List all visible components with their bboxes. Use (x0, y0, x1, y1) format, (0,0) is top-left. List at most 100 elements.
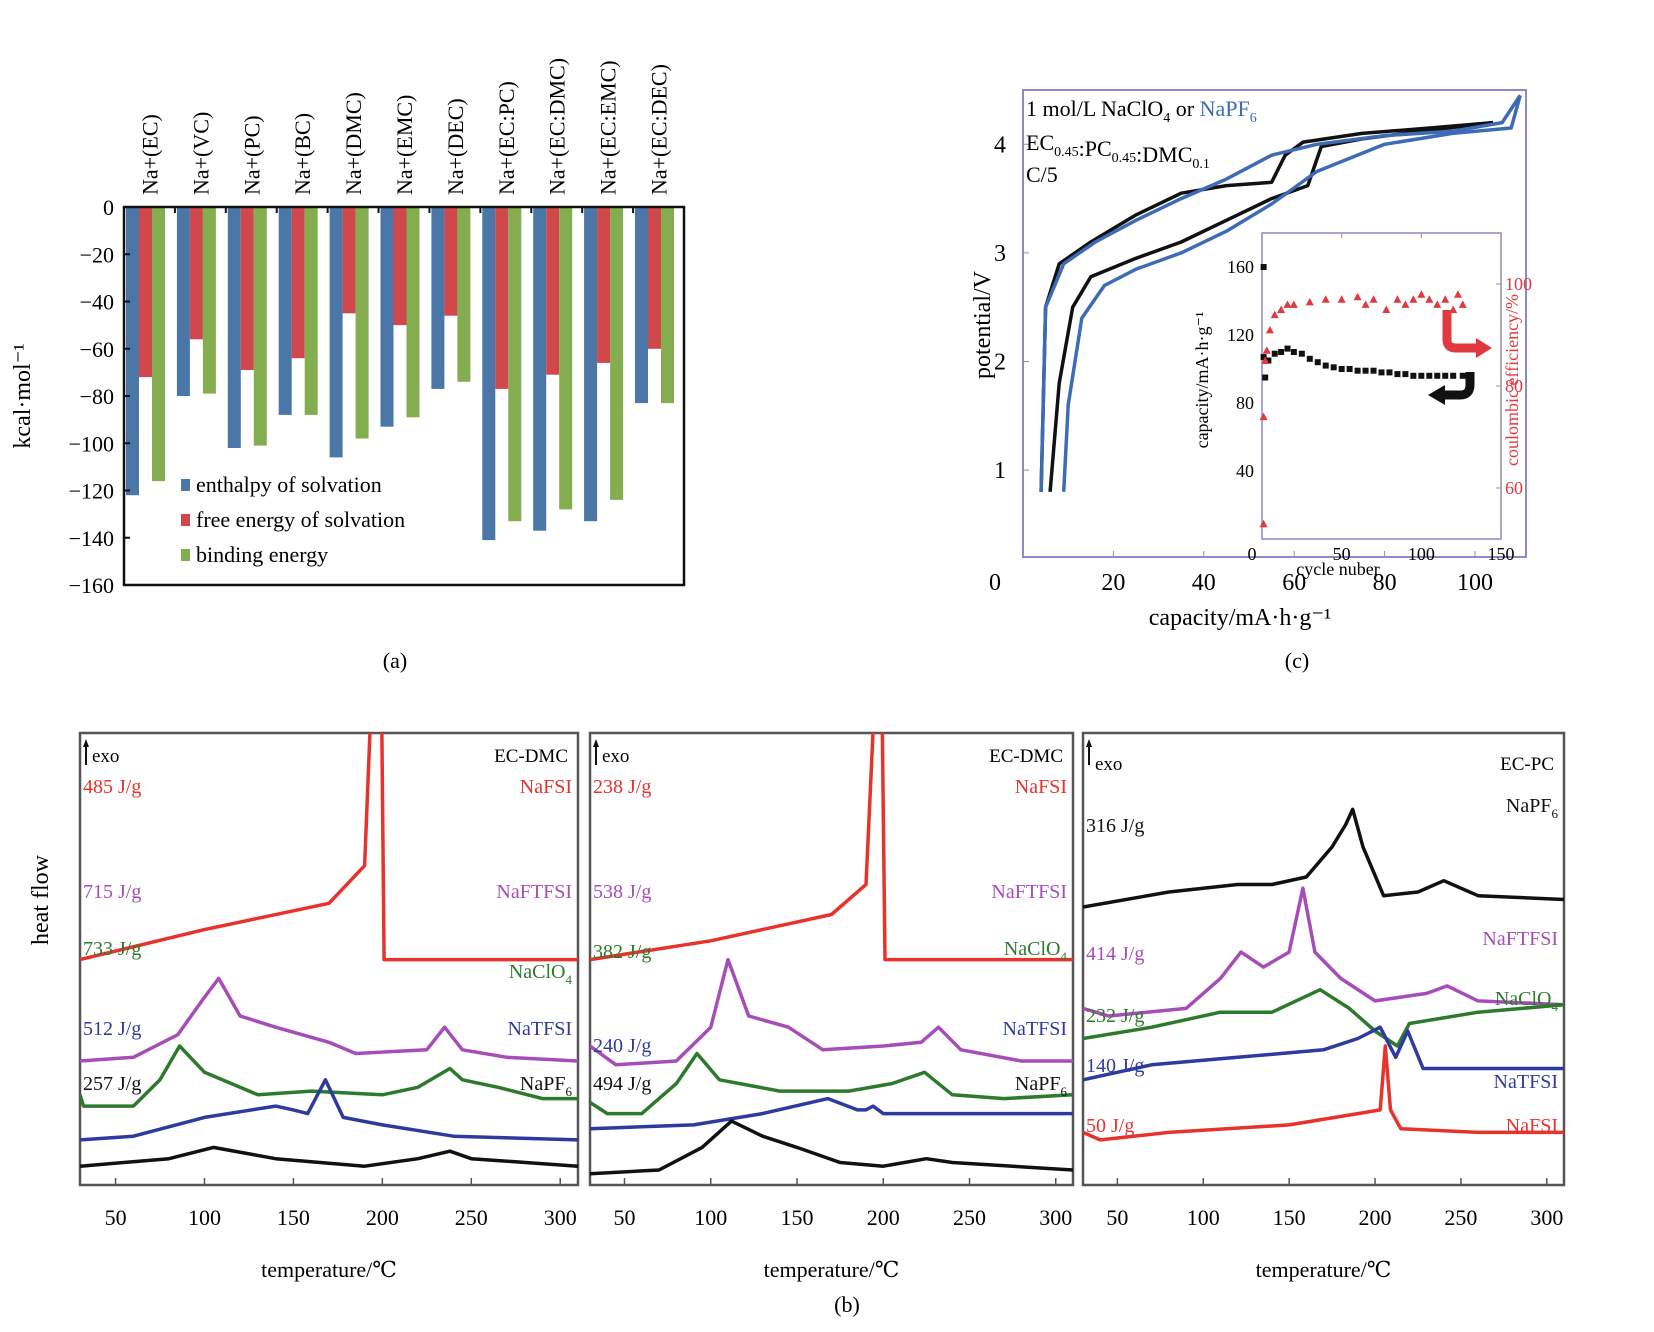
inset-x-label: cycle nuber (1296, 559, 1379, 579)
dsc-subplot-1: 485 J/g NaFSI 715 J/g NaFTFSI 733 J/g NaClO4 5… (78, 731, 580, 1282)
efficiency-point (1353, 292, 1362, 301)
x-tick-label: 80 (1373, 570, 1397, 596)
efficiency-point (1401, 300, 1410, 308)
bar-free-energy (342, 207, 356, 314)
electrolyte-annotation: 1 mol/L NaClO4 or NaPF6 EC0.45:PC0.45:DM… (1026, 96, 1257, 187)
capacity-point (1418, 372, 1425, 379)
bar-enthalpy (126, 207, 139, 496)
capacity-point (1278, 349, 1285, 355)
x-tick-label: 250 (1444, 1205, 1477, 1230)
capacity-point (1386, 369, 1393, 376)
capacity-point (1314, 359, 1321, 366)
bar-binding (508, 207, 522, 522)
dsc-curve-naclo4 (590, 1051, 1073, 1116)
category-label: Na+(EC:PC) (494, 81, 519, 195)
inset-y-right-label: coulombic efficiency/% (1502, 294, 1522, 466)
inset-x-tick-label: 0 (1248, 544, 1257, 564)
efficiency-point (1321, 295, 1330, 303)
category-label: Na+(VC) (188, 112, 213, 195)
salt-label: NaClO4 (509, 961, 573, 987)
efficiency-point (1262, 346, 1271, 354)
heat-release-label: 512 J/g (83, 1018, 141, 1040)
capacity-point (1290, 349, 1297, 355)
category-label: Na+(DMC) (341, 92, 366, 195)
inset-x-tick-label: 100 (1408, 544, 1435, 564)
bar-enthalpy (533, 207, 547, 531)
y-axis-label: kcal·mol⁻¹ (10, 343, 36, 448)
bar-enthalpy (431, 207, 445, 389)
efficiency-point (1369, 295, 1378, 303)
x-tick-label: 200 (366, 1205, 399, 1230)
x-tick-label: 50 (1106, 1205, 1128, 1230)
annotation-line-3: C/5 (1026, 162, 1058, 187)
efficiency-point (1265, 325, 1274, 334)
dsc-curve-napf6 (590, 1119, 1073, 1176)
heat-release-label: 257 J/g (83, 1073, 141, 1095)
category-label: Na+(EC:EMC) (596, 60, 621, 195)
inset-ticks: 0 50 100 150 40 80 120 160 60 80 100 (1227, 233, 1532, 564)
capacity-point (1459, 372, 1466, 379)
capacity-point (1450, 372, 1457, 379)
x-axis-label: capacity/mA·h·g⁻¹ (1149, 605, 1331, 631)
salt-label: NaTFSI (1494, 1071, 1558, 1093)
exo-label: exo (1095, 754, 1122, 775)
capacity-point (1265, 357, 1272, 364)
inset-y-right-tick-label: 80 (1505, 376, 1523, 396)
voltage-curves (1039, 94, 1522, 492)
annotation-text: :PC (1079, 136, 1112, 161)
dsc-curve-natfsi (1083, 1025, 1564, 1082)
salt-label: NaPF6 (520, 1073, 573, 1099)
category-label: Na+(EC:DEC) (647, 64, 672, 195)
x-axis-label: temperature/℃ (1256, 1257, 1392, 1282)
capacity-point (1346, 366, 1353, 372)
capacity-point (1394, 371, 1401, 378)
heat-release-label: 316 J/g (1086, 815, 1144, 837)
heat-release-label: 733 J/g (83, 938, 141, 960)
inset-data (1259, 264, 1467, 528)
x-tick-label: 300 (1530, 1205, 1563, 1230)
salt-label: NaPF6 (1506, 795, 1559, 821)
x-tick-label: 0 (989, 570, 1001, 596)
legend: enthalpy of solvation free energy of solv… (181, 472, 405, 567)
heat-release-label: 240 J/g (593, 1035, 651, 1057)
bar-binding (152, 207, 165, 482)
legend-label: binding energy (196, 542, 328, 567)
legend-swatch (181, 479, 190, 491)
bar-enthalpy (584, 207, 598, 522)
dsc-curve-naftfsi (590, 957, 1073, 1067)
capacity-point (1378, 369, 1385, 376)
bar-enthalpy (176, 207, 190, 396)
exo-arrow-head-icon (83, 739, 89, 747)
bar-binding (610, 207, 624, 500)
efficiency-point (1425, 295, 1434, 303)
x-tick-label: 100 (1457, 570, 1493, 596)
capacity-point (1338, 366, 1345, 372)
inset-y-right-tick-label: 100 (1505, 274, 1532, 294)
bar-binding (559, 207, 573, 510)
inset-x-tick-label: 150 (1488, 544, 1515, 564)
bar-free-energy (189, 207, 203, 340)
axis-ticks: 0 20 40 60 80 100 1 2 3 4 (989, 132, 1493, 596)
bar-enthalpy (380, 207, 394, 427)
category-label: Na+(BC) (290, 113, 315, 195)
heat-release-label: 485 J/g (83, 776, 141, 798)
salt-label: NaFTFSI (1482, 928, 1558, 950)
black-arrow-head-icon (1428, 385, 1445, 405)
efficiency-point (1289, 300, 1298, 308)
y-tick-label: −20 (80, 242, 114, 267)
capacity-point (1271, 350, 1278, 357)
x-tick-label: 150 (277, 1205, 310, 1230)
y-tick-label: −100 (69, 431, 114, 456)
efficiency-point (1337, 295, 1346, 303)
heat-release-label: 494 J/g (593, 1073, 651, 1095)
panel-a-bar-chart: 0−20−40−60−80−100−120−140−160 Na+(EC) Na+… (10, 58, 686, 673)
dsc-subplot-2: 238 J/g NaFSI 538 J/g NaFTFSI 382 J/g NaClO4 2… (588, 731, 1075, 1282)
dsc-curve-naftfsi (1083, 886, 1564, 1018)
category-label: Na+(EC) (137, 114, 162, 195)
bar-enthalpy (635, 207, 648, 404)
panel-label-a: (a) (383, 648, 407, 673)
x-tick-label: 100 (1187, 1205, 1220, 1230)
y-axis-label: heat flow (28, 854, 54, 945)
bar-binding (355, 207, 369, 439)
